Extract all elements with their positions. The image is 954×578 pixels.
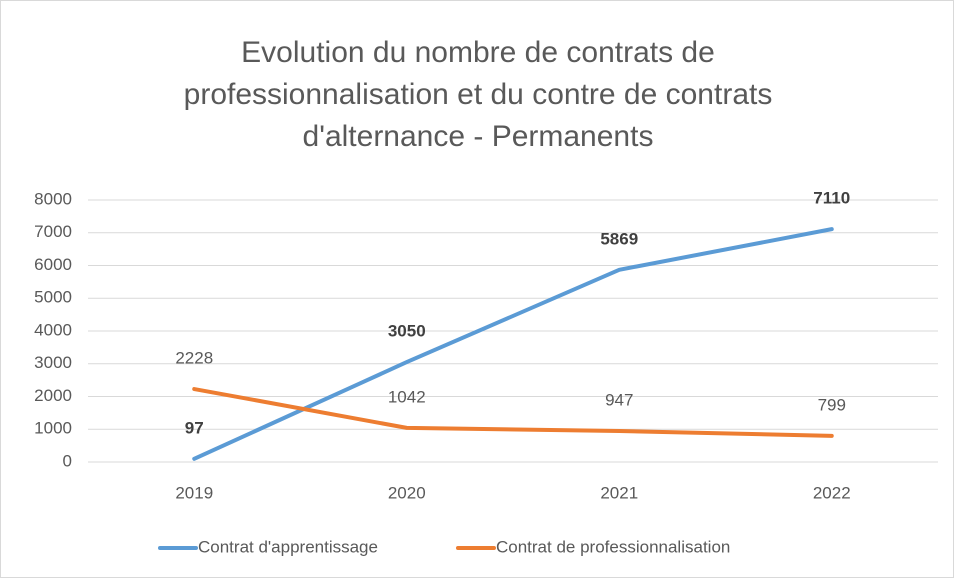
y-tick-label: 5000 <box>34 288 72 307</box>
data-label: 3050 <box>388 322 426 341</box>
x-tick-label: 2020 <box>388 483 426 502</box>
y-tick-label: 1000 <box>34 419 72 438</box>
legend-label: Contrat de professionnalisation <box>496 537 730 556</box>
legend-label: Contrat d'apprentissage <box>198 537 378 556</box>
x-tick-label: 2022 <box>813 483 851 502</box>
x-tick-label: 2019 <box>175 483 213 502</box>
data-label: 5869 <box>600 229 638 248</box>
y-tick-label: 0 <box>63 451 72 470</box>
chart-title: Evolution du nombre de contrats de profe… <box>183 36 773 153</box>
y-tick-label: 8000 <box>34 189 72 208</box>
y-tick-label: 2000 <box>34 386 72 405</box>
x-tick-label: 2021 <box>600 483 638 502</box>
y-tick-label: 4000 <box>34 320 72 339</box>
y-tick-label: 3000 <box>34 353 72 372</box>
data-label: 947 <box>605 390 633 409</box>
data-label: 97 <box>185 418 204 437</box>
series-line <box>192 387 834 438</box>
data-label: 7110 <box>813 189 850 208</box>
data-label: 1042 <box>388 387 426 406</box>
y-tick-label: 6000 <box>34 255 72 274</box>
y-tick-label: 7000 <box>34 222 72 241</box>
data-label: 799 <box>818 395 846 414</box>
data-label: 2228 <box>175 349 213 368</box>
